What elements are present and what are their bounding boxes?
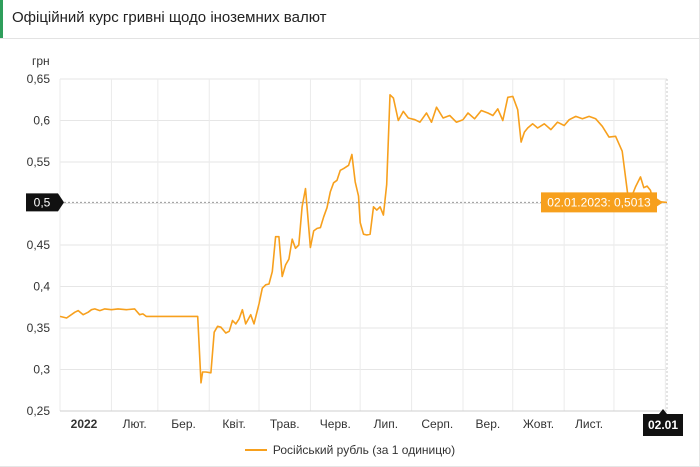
- x-tick-label: Черв.: [320, 417, 351, 431]
- y-axis-title: грн: [32, 54, 50, 68]
- chart-legend[interactable]: Російський рубль (за 1 одиницю): [0, 443, 700, 457]
- value-tooltip-text: 02.01.2023: 0,5013: [547, 195, 651, 209]
- legend-swatch: [244, 448, 267, 451]
- x-tick-label: Лип.: [374, 417, 398, 431]
- title-divider: [0, 38, 699, 39]
- page-title: Офіційний курс гривні щодо іноземних вал…: [12, 9, 327, 26]
- x-tick-label: 2022: [71, 417, 98, 431]
- x-crosshair-label: 02.01: [648, 418, 678, 432]
- y-tick-label: 0,45: [27, 238, 51, 252]
- x-tick-label: Серп.: [421, 417, 453, 431]
- y-crosshair-label-box: [26, 193, 64, 212]
- x-tick-label: Лист.: [575, 417, 603, 431]
- y-tick-label: 0,6: [33, 114, 50, 128]
- value-tooltip-box: [541, 192, 663, 213]
- x-tick-label: Вер.: [476, 417, 501, 431]
- y-tick-label: 0,55: [27, 155, 51, 169]
- y-tick-label: 0,35: [27, 321, 51, 335]
- title-accent-bar: [0, 0, 3, 38]
- y-tick-label: 0,65: [27, 72, 51, 86]
- x-tick-label: Лют.: [123, 417, 147, 431]
- y-tick-label: 0,25: [27, 404, 51, 418]
- series-line-rub: [59, 94, 668, 384]
- x-tick-label: Жовт.: [523, 417, 554, 431]
- y-crosshair-label: 0,5: [34, 195, 51, 209]
- y-tick-label: 0,4: [33, 280, 50, 294]
- y-tick-label: 0,3: [33, 363, 50, 377]
- x-tick-label: Бер.: [171, 417, 196, 431]
- legend-label: Російський рубль (за 1 одиницю): [272, 443, 456, 457]
- x-tick-label: Трав.: [270, 417, 300, 431]
- x-crosshair-label-box: [643, 409, 683, 436]
- x-tick-label: Квіт.: [222, 417, 246, 431]
